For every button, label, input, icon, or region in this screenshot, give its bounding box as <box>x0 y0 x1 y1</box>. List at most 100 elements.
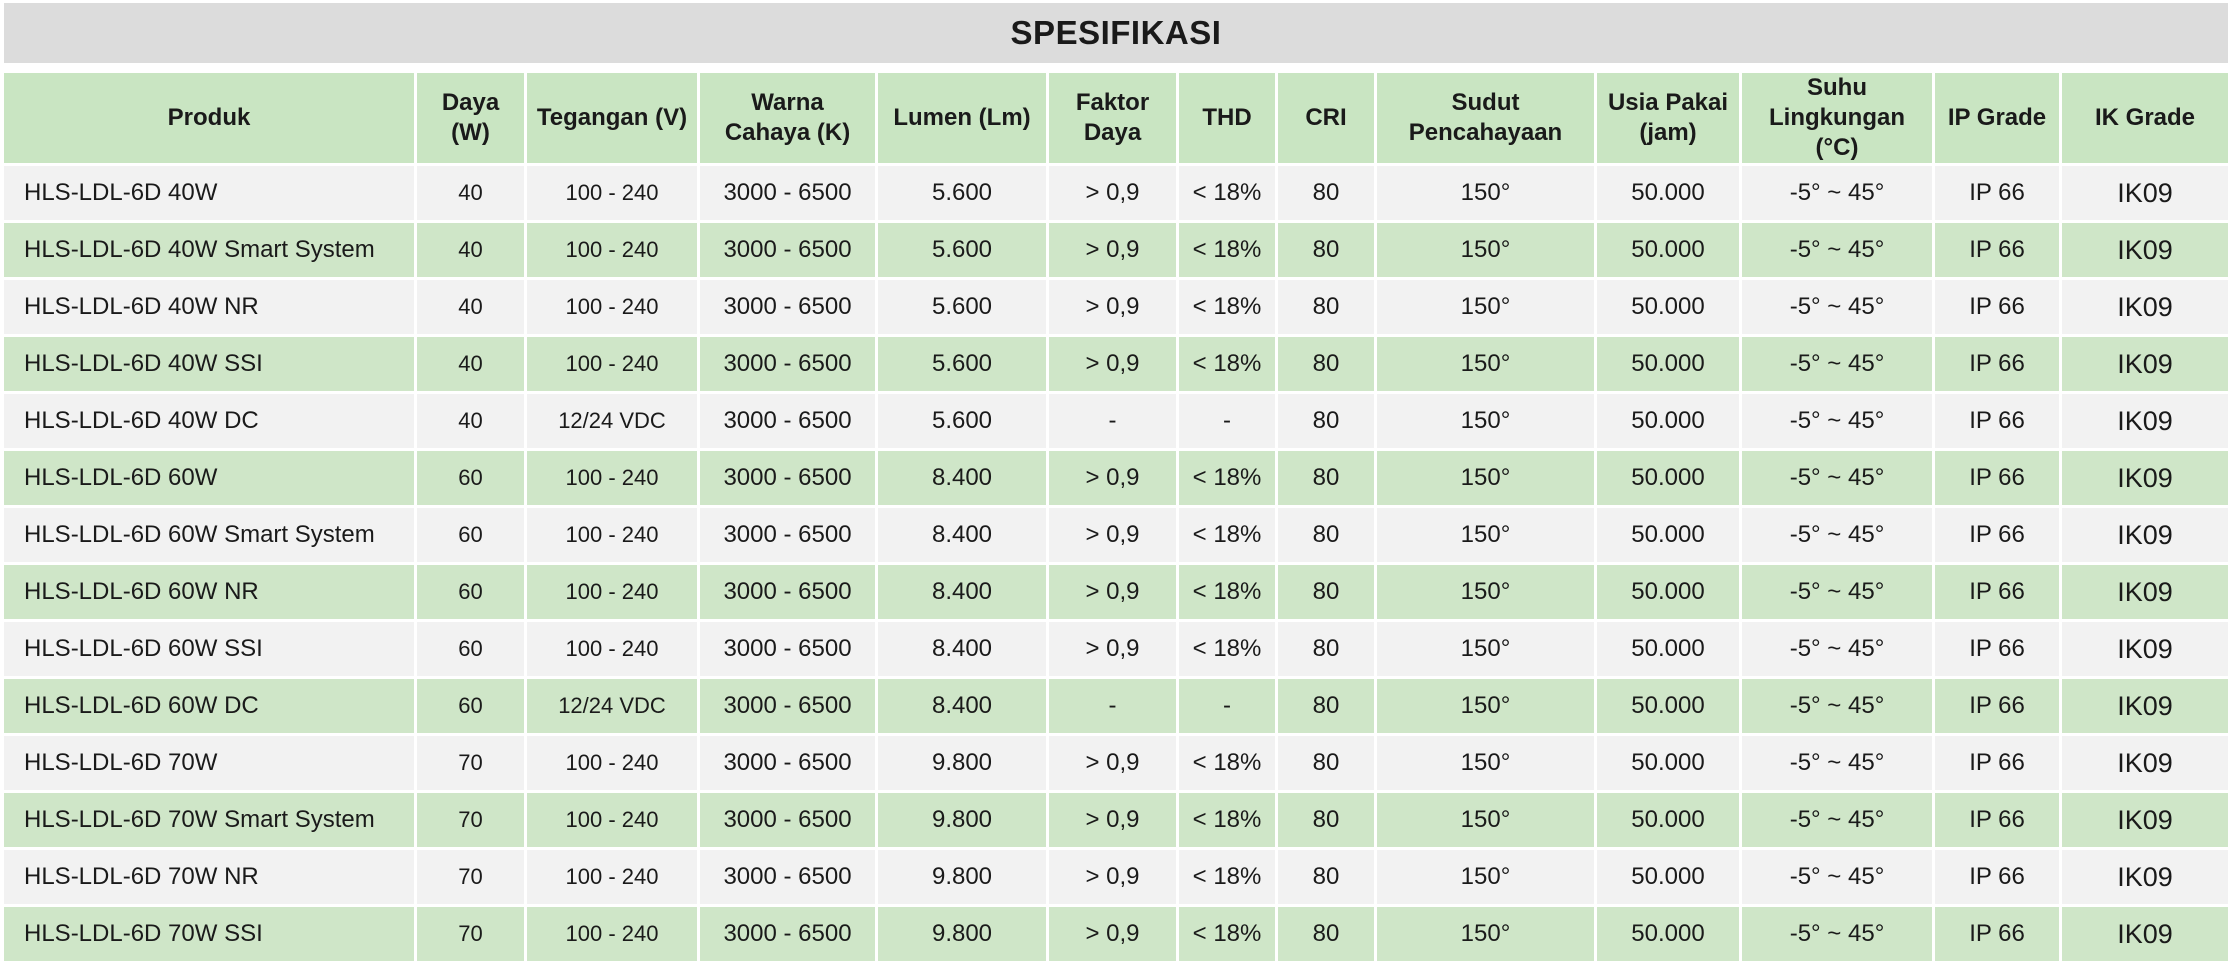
cell-sudut-pencahayaan: 150° <box>1377 508 1594 562</box>
cell-faktor-daya: > 0,9 <box>1049 793 1176 847</box>
cell-daya: 40 <box>417 337 524 391</box>
cell-usia-pakai: 50.000 <box>1597 280 1739 334</box>
cell-warna-cahaya: 3000 - 6500 <box>700 793 875 847</box>
cell-sudut-pencahayaan: 150° <box>1377 223 1594 277</box>
table-row: HLS-LDL-6D 70W Smart System 70 100 - 240 30… <box>4 793 2228 847</box>
cell-tegangan: 100 - 240 <box>527 793 697 847</box>
cell-ip-grade: IP 66 <box>1935 565 2059 619</box>
header-label: Suhu <box>1807 74 1867 101</box>
cell-faktor-daya: - <box>1049 394 1176 448</box>
cell-thd: - <box>1179 394 1275 448</box>
cell-ip-grade: IP 66 <box>1935 679 2059 733</box>
cell-daya: 60 <box>417 451 524 505</box>
cell-thd: < 18% <box>1179 508 1275 562</box>
cell-ik-grade: IK09 <box>2062 793 2228 847</box>
cell-ik-grade: IK09 <box>2062 622 2228 676</box>
cell-faktor-daya: > 0,9 <box>1049 736 1176 790</box>
header-daya: Daya (W) <box>417 73 524 163</box>
cell-thd: < 18% <box>1179 907 1275 961</box>
cell-daya: 70 <box>417 850 524 904</box>
cell-sudut-pencahayaan: 150° <box>1377 451 1594 505</box>
cell-tegangan: 100 - 240 <box>527 850 697 904</box>
cell-tegangan: 100 - 240 <box>527 223 697 277</box>
header-label: Tegangan (V) <box>536 104 688 131</box>
cell-ip-grade: IP 66 <box>1935 508 2059 562</box>
cell-daya: 40 <box>417 223 524 277</box>
cell-suhu-lingkungan: -5° ~ 45° <box>1742 394 1932 448</box>
table-row: HLS-LDL-6D 40W SSI 40 100 - 240 3000 - 6500… <box>4 337 2228 391</box>
cell-produk: HLS-LDL-6D 40W DC <box>4 394 414 448</box>
cell-ip-grade: IP 66 <box>1935 166 2059 220</box>
table-row: HLS-LDL-6D 40W DC 40 12/24 VDC 3000 - 6500 5… <box>4 394 2228 448</box>
cell-faktor-daya: > 0,9 <box>1049 622 1176 676</box>
cell-usia-pakai: 50.000 <box>1597 907 1739 961</box>
header-produk: Produk <box>4 73 414 163</box>
cell-sudut-pencahayaan: 150° <box>1377 850 1594 904</box>
cell-daya: 60 <box>417 508 524 562</box>
cell-cri: 80 <box>1278 451 1374 505</box>
cell-cri: 80 <box>1278 508 1374 562</box>
cell-warna-cahaya: 3000 - 6500 <box>700 679 875 733</box>
cell-ik-grade: IK09 <box>2062 508 2228 562</box>
cell-produk: HLS-LDL-6D 70W <box>4 736 414 790</box>
table-header: Produk Daya (W) Tegangan (V) Warna Cahaya (K… <box>4 73 2228 163</box>
header-thd: THD <box>1179 73 1275 163</box>
cell-warna-cahaya: 3000 - 6500 <box>700 736 875 790</box>
cell-produk: HLS-LDL-6D 70W Smart System <box>4 793 414 847</box>
table-row: HLS-LDL-6D 60W DC 60 12/24 VDC 3000 - 6500 8… <box>4 679 2228 733</box>
table-body: HLS-LDL-6D 40W 40 100 - 240 3000 - 6500 5.60… <box>4 166 2228 961</box>
cell-faktor-daya: > 0,9 <box>1049 280 1176 334</box>
cell-warna-cahaya: 3000 - 6500 <box>700 280 875 334</box>
cell-lumen: 8.400 <box>878 622 1046 676</box>
cell-ip-grade: IP 66 <box>1935 793 2059 847</box>
cell-suhu-lingkungan: -5° ~ 45° <box>1742 907 1932 961</box>
cell-suhu-lingkungan: -5° ~ 45° <box>1742 451 1932 505</box>
cell-ik-grade: IK09 <box>2062 280 2228 334</box>
spec-sheet: SPESIFIKASI Produk Daya (W) Tegangan (V) Wa… <box>4 3 2228 964</box>
header-label: CRI <box>1305 104 1347 131</box>
cell-usia-pakai: 50.000 <box>1597 223 1739 277</box>
header-label: Usia Pakai <box>1607 89 1729 116</box>
table-row: HLS-LDL-6D 60W 60 100 - 240 3000 - 6500 8.40… <box>4 451 2228 505</box>
header-lumen: Lumen (Lm) <box>878 73 1046 163</box>
cell-suhu-lingkungan: -5° ~ 45° <box>1742 622 1932 676</box>
cell-usia-pakai: 50.000 <box>1597 622 1739 676</box>
cell-cri: 80 <box>1278 394 1374 448</box>
header-label: Warna <box>751 89 824 116</box>
cell-suhu-lingkungan: -5° ~ 45° <box>1742 850 1932 904</box>
cell-ik-grade: IK09 <box>2062 394 2228 448</box>
cell-ip-grade: IP 66 <box>1935 223 2059 277</box>
cell-usia-pakai: 50.000 <box>1597 679 1739 733</box>
cell-daya: 60 <box>417 622 524 676</box>
cell-thd: < 18% <box>1179 280 1275 334</box>
cell-ip-grade: IP 66 <box>1935 337 2059 391</box>
cell-faktor-daya: - <box>1049 679 1176 733</box>
table-row: HLS-LDL-6D 40W NR 40 100 - 240 3000 - 6500 5… <box>4 280 2228 334</box>
cell-usia-pakai: 50.000 <box>1597 451 1739 505</box>
cell-tegangan: 100 - 240 <box>527 907 697 961</box>
header-label: IP Grade <box>1947 104 2047 131</box>
cell-suhu-lingkungan: -5° ~ 45° <box>1742 679 1932 733</box>
cell-ip-grade: IP 66 <box>1935 394 2059 448</box>
cell-daya: 70 <box>417 907 524 961</box>
cell-sudut-pencahayaan: 150° <box>1377 394 1594 448</box>
cell-ik-grade: IK09 <box>2062 736 2228 790</box>
cell-suhu-lingkungan: -5° ~ 45° <box>1742 337 1932 391</box>
cell-usia-pakai: 50.000 <box>1597 736 1739 790</box>
cell-faktor-daya: > 0,9 <box>1049 337 1176 391</box>
cell-sudut-pencahayaan: 150° <box>1377 565 1594 619</box>
table-row: HLS-LDL-6D 70W NR 70 100 - 240 3000 - 6500 9… <box>4 850 2228 904</box>
cell-cri: 80 <box>1278 223 1374 277</box>
cell-thd: < 18% <box>1179 565 1275 619</box>
cell-produk: HLS-LDL-6D 40W NR <box>4 280 414 334</box>
cell-tegangan: 100 - 240 <box>527 280 697 334</box>
cell-warna-cahaya: 3000 - 6500 <box>700 166 875 220</box>
cell-thd: < 18% <box>1179 166 1275 220</box>
cell-usia-pakai: 50.000 <box>1597 394 1739 448</box>
cell-warna-cahaya: 3000 - 6500 <box>700 451 875 505</box>
cell-sudut-pencahayaan: 150° <box>1377 907 1594 961</box>
page-title: SPESIFIKASI <box>4 3 2228 63</box>
cell-ip-grade: IP 66 <box>1935 907 2059 961</box>
header-label: Lingkungan (°C) <box>1769 104 1905 161</box>
cell-faktor-daya: > 0,9 <box>1049 850 1176 904</box>
